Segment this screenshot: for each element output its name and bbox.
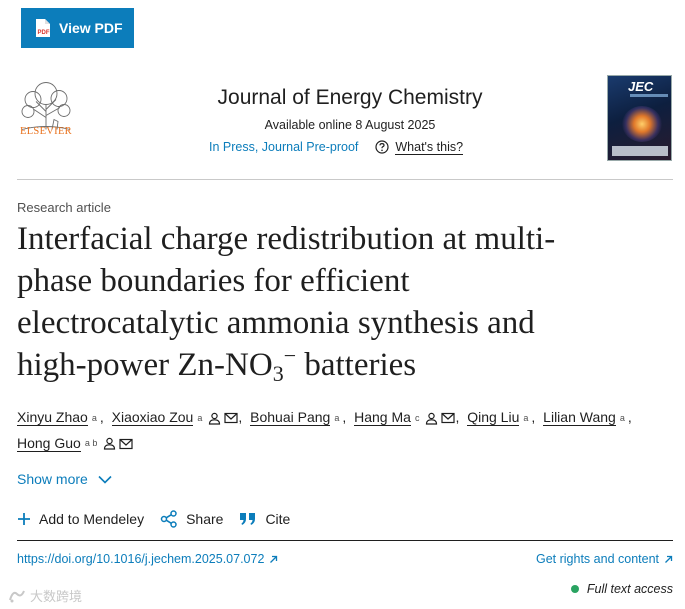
watermark-logo-icon [9, 590, 25, 602]
title-line: Interfacial charge redistribution at mul… [17, 221, 556, 257]
journal-title-link[interactable]: Journal of Energy Chemistry [217, 86, 483, 109]
watermark-text: 大数跨境 [30, 589, 83, 604]
author-link[interactable]: Qing Liu a [467, 409, 529, 426]
external-link-arrow-icon [270, 555, 278, 563]
add-to-mendeley-button[interactable]: Add to Mendeley [17, 511, 144, 527]
author-link[interactable]: Xiaoxiao Zou a [111, 406, 239, 431]
person-icon [426, 412, 438, 425]
available-online-date: Available online 8 August 2025 [264, 118, 436, 132]
author-link[interactable]: Hang Ma c [354, 406, 456, 431]
show-more-label: Show more [17, 471, 88, 487]
elsevier-wordmark: ELSEVIER [20, 126, 72, 137]
show-more-button[interactable]: Show more [17, 471, 112, 487]
get-rights-link[interactable]: Get rights and content [536, 552, 673, 566]
cite-button[interactable]: Cite [239, 511, 290, 527]
plus-icon [18, 513, 30, 525]
author-link[interactable]: Bohuai Pang a [250, 409, 340, 426]
add-to-mendeley-label: Add to Mendeley [39, 511, 145, 527]
title-line-end: batteries [296, 347, 417, 383]
access-status-dot [570, 585, 579, 593]
author-link[interactable]: Hong Guo a b [17, 431, 133, 456]
share-label: Share [186, 511, 224, 527]
question-circle-icon [375, 140, 389, 154]
whats-this-button[interactable]: What's this? [375, 139, 464, 155]
cover-title: JEC [628, 79, 654, 94]
share-button[interactable]: Share [160, 510, 223, 528]
person-icon [209, 412, 221, 425]
journal-cover-image[interactable]: JEC [607, 75, 672, 161]
chevron-down-icon [98, 475, 112, 484]
view-pdf-label: View PDF [59, 20, 123, 36]
pdf-file-icon: PDF [36, 19, 50, 37]
cover-subtitle-bar [630, 94, 668, 97]
status-row: In Press, Journal Pre-proof What's this? [209, 138, 464, 156]
doi-link[interactable]: https://doi.org/10.1016/j.jechem.2025.07… [17, 552, 278, 566]
title-line: electrocatalytic ammonia synthesis and [17, 305, 535, 341]
title-line: phase boundaries for efficient [17, 263, 410, 299]
share-icon [160, 510, 177, 528]
person-icon [104, 437, 116, 450]
external-link-arrow-icon [665, 555, 673, 563]
cite-label: Cite [265, 511, 291, 527]
actions-divider [17, 540, 673, 541]
whats-this-label: What's this? [395, 139, 464, 155]
watermark: 大数跨境 [8, 586, 82, 605]
rights-label: Get rights and content [536, 552, 659, 566]
article-type: Research article [17, 200, 111, 215]
title-line: high-power Zn-NO [17, 347, 273, 383]
full-text-access-badge: Full text access [570, 582, 673, 596]
author-link[interactable]: Xinyu Zhao a [17, 409, 97, 426]
access-label: Full text access [586, 582, 673, 596]
doi-label: https://doi.org/10.1016/j.jechem.2025.07… [17, 552, 265, 566]
envelope-icon [224, 412, 238, 424]
quote-icon [240, 513, 256, 525]
header-divider [17, 179, 673, 180]
author-link[interactable]: Lilian Wang a [543, 409, 625, 426]
article-actions: Add to Mendeley Share Cite [17, 510, 306, 528]
author-list: Xinyu Zhao a , Xiaoxiao Zou a , Bohuai Pan… [17, 405, 667, 456]
cover-artwork [622, 106, 662, 142]
envelope-icon [441, 412, 456, 424]
view-pdf-button[interactable]: PDF View PDF [21, 8, 134, 48]
in-press-link[interactable]: In Press, Journal Pre-proof [209, 140, 359, 154]
article-title: Interfacial charge redistribution at mul… [17, 218, 657, 386]
cover-footer-bar [612, 146, 668, 156]
svg-text:PDF: PDF [38, 30, 50, 36]
title-subscript: 3 [272, 361, 284, 386]
title-superscript: − [283, 343, 297, 368]
elsevier-tree-logo[interactable] [16, 72, 76, 142]
envelope-icon [119, 438, 133, 449]
